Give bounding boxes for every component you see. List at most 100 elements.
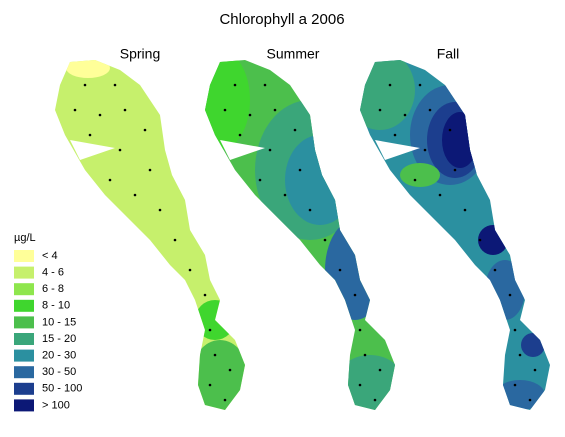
sample-site (113, 83, 117, 87)
lake-zone (325, 220, 385, 320)
sample-site (388, 83, 392, 87)
sample-site (353, 293, 357, 297)
sample-site (323, 238, 327, 242)
sample-site (448, 128, 452, 132)
legend-label: 50 - 100 (42, 383, 82, 395)
sample-site (158, 208, 162, 212)
sample-site (298, 168, 302, 172)
panel-label: Spring (120, 46, 160, 62)
sample-site (88, 133, 92, 137)
sample-site (173, 238, 177, 242)
legend-swatch (14, 299, 34, 312)
bay (220, 140, 265, 160)
sample-site (373, 398, 377, 402)
lake-zone (195, 300, 235, 340)
legend-label: 30 - 50 (42, 366, 76, 378)
sample-site (248, 113, 252, 117)
legend-swatch (14, 366, 34, 379)
sample-site (478, 238, 482, 242)
sample-site (493, 268, 497, 272)
legend: < 4 4 - 6 6 - 8 8 - 10 10 - 15 15 - 20 20 - 30… (14, 250, 82, 412)
sample-site (378, 368, 382, 372)
legend-label: 20 - 30 (42, 350, 76, 362)
legend-label: < 4 (42, 250, 58, 262)
sample-site (98, 113, 102, 117)
sample-site (513, 328, 517, 332)
legend-swatch (14, 399, 34, 412)
sample-site (463, 208, 467, 212)
sample-site (283, 193, 287, 197)
lake-zone (66, 60, 110, 78)
sample-site (203, 293, 207, 297)
legend-label: 4 - 6 (42, 267, 64, 279)
legend-label: 10 - 15 (42, 316, 76, 328)
sample-site (533, 368, 537, 372)
legend-swatch (14, 316, 34, 329)
sample-site (108, 178, 112, 182)
legend-swatch (14, 250, 34, 262)
sample-site (358, 383, 362, 387)
sample-site (308, 208, 312, 212)
sample-site (413, 178, 417, 182)
legend-swatch (14, 266, 34, 279)
lake-zone (400, 163, 440, 187)
sample-site (208, 383, 212, 387)
legend-label: > 100 (42, 399, 70, 411)
sample-sites (73, 83, 537, 402)
panel-label: Summer (267, 46, 320, 62)
sample-site (73, 108, 77, 112)
legend-swatch (14, 283, 34, 296)
sample-site (208, 328, 212, 332)
lake-zone (360, 60, 415, 130)
legend-swatch (14, 382, 34, 395)
lake-zone (55, 122, 61, 134)
sample-site (133, 193, 137, 197)
legend-label: 6 - 8 (42, 283, 64, 295)
sample-site (453, 168, 457, 172)
sample-site (508, 293, 512, 297)
sample-site (293, 128, 297, 132)
legend-swatch (14, 333, 34, 345)
sample-site (403, 113, 407, 117)
sample-site (338, 268, 342, 272)
sample-site (418, 83, 422, 87)
sample-site (378, 108, 382, 112)
lake-zone (521, 333, 545, 357)
lake-zone (205, 60, 250, 150)
sample-site (393, 133, 397, 137)
sample-site (238, 133, 242, 137)
sample-site (528, 398, 532, 402)
legend-label: 15 - 20 (42, 333, 76, 345)
sample-site (518, 353, 522, 357)
sample-site (233, 83, 237, 87)
sample-site (118, 148, 122, 152)
sample-site (428, 108, 432, 112)
sample-site (363, 353, 367, 357)
bay (375, 140, 420, 160)
lake-zone (335, 355, 395, 410)
bay (70, 140, 115, 160)
sample-site (228, 368, 232, 372)
legend-label: 8 - 10 (42, 300, 70, 312)
sample-site (188, 268, 192, 272)
sample-site (268, 148, 272, 152)
lake-zone (478, 225, 508, 255)
sample-site (273, 108, 277, 112)
sample-site (438, 193, 442, 197)
sample-site (263, 83, 267, 87)
legend-swatch (14, 349, 34, 362)
sample-site (258, 178, 262, 182)
sample-site (213, 353, 217, 357)
lake-zone (442, 112, 478, 168)
sample-site (423, 148, 427, 152)
legend-title: µg/L (14, 232, 36, 244)
sample-site (83, 83, 87, 87)
lake-zone (495, 380, 545, 410)
sample-site (123, 108, 127, 112)
sample-site (143, 128, 147, 132)
sample-site (148, 168, 152, 172)
lake-zone (190, 340, 245, 410)
sample-site (223, 398, 227, 402)
lake-zone (285, 135, 355, 225)
